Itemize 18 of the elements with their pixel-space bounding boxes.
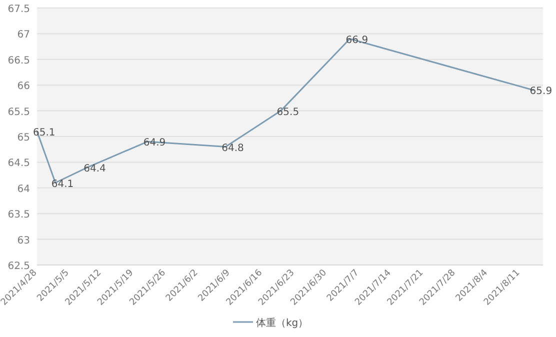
y-tick-label: 67 — [17, 30, 30, 41]
y-tick-label: 63.5 — [8, 210, 30, 221]
data-label: 65.9 — [530, 86, 552, 98]
data-label: 65.5 — [276, 106, 300, 118]
y-tick-label: 63 — [17, 235, 30, 246]
data-label: 64.4 — [84, 163, 106, 174]
y-tick-label: 64.5 — [8, 158, 30, 170]
y-tick-label: 65 — [17, 132, 30, 144]
y-tick-label: 66 — [17, 81, 30, 92]
data-label: 65.1 — [33, 127, 56, 138]
y-tick-label: 67.5 — [8, 4, 30, 15]
legend-label: 体重（kg） — [256, 317, 308, 329]
y-tick-label: 66.5 — [8, 55, 30, 66]
data-label: 64.8 — [222, 142, 244, 154]
y-tick-label: 62.5 — [8, 261, 30, 272]
y-tick-label: 65.5 — [8, 106, 30, 118]
y-tick-label: 64 — [17, 184, 30, 195]
data-label: 64.1 — [51, 178, 74, 190]
